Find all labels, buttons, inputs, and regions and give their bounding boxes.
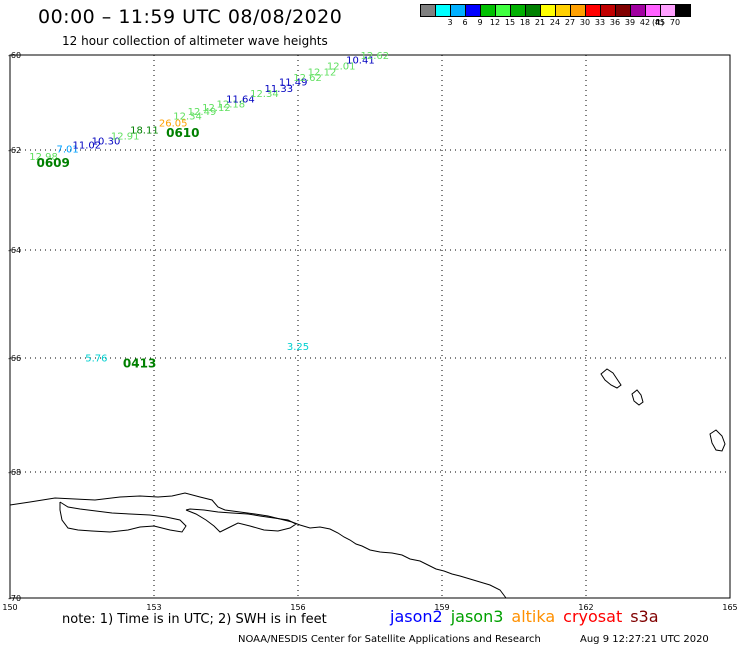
swh-value-label: 12.12 <box>202 103 231 114</box>
color-scale-labels: (ft) 3 6 9 12 15 18 21 24 27 30 33 36 39 42 45 70 <box>420 17 740 29</box>
satellite-legend-item: cryosat <box>563 607 623 626</box>
legend-tick-label: 33 <box>594 18 606 27</box>
balleny-island-3 <box>709 429 726 452</box>
satellite-legend-item: altika <box>511 607 556 626</box>
legend-tick-label: 24 <box>549 18 561 27</box>
legend-tick-label: 12 <box>489 18 501 27</box>
satellite-legend-item: s3a <box>630 607 659 626</box>
swh-value-label: 10.30 <box>92 136 121 147</box>
legend-tick-label: 70 <box>669 18 681 27</box>
legend-tick-label: 21 <box>534 18 546 27</box>
pass-time-label: 0609 <box>36 156 69 170</box>
latitude-tick-label: -68 <box>8 468 21 477</box>
legend-tick-label: 39 <box>624 18 636 27</box>
color-scale-legend: (ft) 3 6 9 12 15 18 21 24 27 30 33 36 39 42 45 70 <box>420 4 740 29</box>
swh-value-label: 12.91 <box>111 132 140 143</box>
pass-labels: 0609 0610 0413 <box>36 126 199 370</box>
longitude-tick-label: 153 <box>146 603 161 612</box>
swh-value-label: 12.01 <box>327 61 356 72</box>
swh-value-label: 12.62 <box>360 51 389 62</box>
coastline-inlet <box>59 501 297 533</box>
legend-tick-label: 6 <box>462 18 468 27</box>
swh-value-label: 18.11 <box>130 125 159 136</box>
antarctic-coastline <box>9 492 507 599</box>
latitude-tick-label: -64 <box>8 246 21 255</box>
swh-value-label: 10.41 <box>346 56 375 67</box>
legend-tick-label: 9 <box>477 18 483 27</box>
latitude-tick-label: -60 <box>8 51 21 60</box>
satellite-legend-item: jason2 <box>390 607 443 626</box>
swh-value-label: 3.25 <box>287 342 309 353</box>
credit-line: NOAA/NESDIS Center for Satellite Applica… <box>238 634 541 645</box>
swh-value-label: 5.76 <box>85 353 107 364</box>
swh-value-label: 12.34 <box>250 89 279 100</box>
gridlines <box>10 55 730 598</box>
tick-labels: 150 153 156 159 162 165 -60 -62 -64 -66 -68 -70 <box>2 51 737 612</box>
longitude-tick-label: 165 <box>722 603 737 612</box>
swh-value-label: 12.62 <box>293 73 322 84</box>
swh-value-label: 12.12 <box>308 67 337 78</box>
pass-time-label: 0610 <box>166 126 199 140</box>
color-swatches <box>420 4 740 17</box>
map-frame <box>9 54 731 599</box>
latitude-tick-label: -70 <box>8 594 21 603</box>
swh-value-label: 11.64 <box>226 95 255 106</box>
swh-value-label: 26.05 <box>159 118 188 129</box>
swh-value-label: 11.02 <box>72 141 101 152</box>
longitude-tick-label: 156 <box>290 603 305 612</box>
legend-tick-label: 15 <box>504 18 516 27</box>
longitude-tick-label: 162 <box>578 603 593 612</box>
generated-time: Aug 9 12:27:21 UTC 2020 <box>580 634 709 645</box>
legend-tick-label: 3 <box>447 18 453 27</box>
swh-value-label: 12.18 <box>216 99 245 110</box>
swh-value-label: 12.49 <box>188 107 217 118</box>
longitude-tick-label: 159 <box>434 603 449 612</box>
map-subtitle: 12 hour collection of altimeter wave hei… <box>62 34 328 48</box>
latitude-tick-label: -62 <box>8 146 21 155</box>
swh-value-label: 7.01 <box>56 145 78 156</box>
legend-unit: (ft) <box>652 18 665 27</box>
latitude-tick-label: -66 <box>8 354 21 363</box>
swh-value-label: 12.98 <box>29 152 58 163</box>
swh-value-label: 12.34 <box>173 112 202 123</box>
footnote: note: 1) Time is in UTC; 2) SWH is in fe… <box>62 612 327 627</box>
longitude-tick-label: 150 <box>2 603 17 612</box>
legend-tick-label: 42 <box>639 18 651 27</box>
balleny-island-1 <box>600 368 622 389</box>
satellite-legend: jason2 jason3 altika cryosat s3a <box>390 607 667 626</box>
legend-tick-label: 27 <box>564 18 576 27</box>
satellite-legend-item: jason3 <box>450 607 504 626</box>
swh-observations: 12.987.0111.0210.3012.9118.1126.0512.341… <box>29 51 389 365</box>
swh-value-label: 11.33 <box>264 84 293 95</box>
pass-time-label: 0413 <box>123 356 156 370</box>
legend-tick-label: 18 <box>519 18 531 27</box>
swh-value-label: 11.49 <box>279 77 308 88</box>
legend-tick-label: 36 <box>609 18 621 27</box>
legend-tick-label: 30 <box>579 18 591 27</box>
balleny-island-2 <box>631 389 644 406</box>
map-title: 00:00 – 11:59 UTC 08/08/2020 <box>38 6 343 28</box>
legend-tick-label: 45 <box>654 18 666 27</box>
color-swatch <box>675 4 691 17</box>
